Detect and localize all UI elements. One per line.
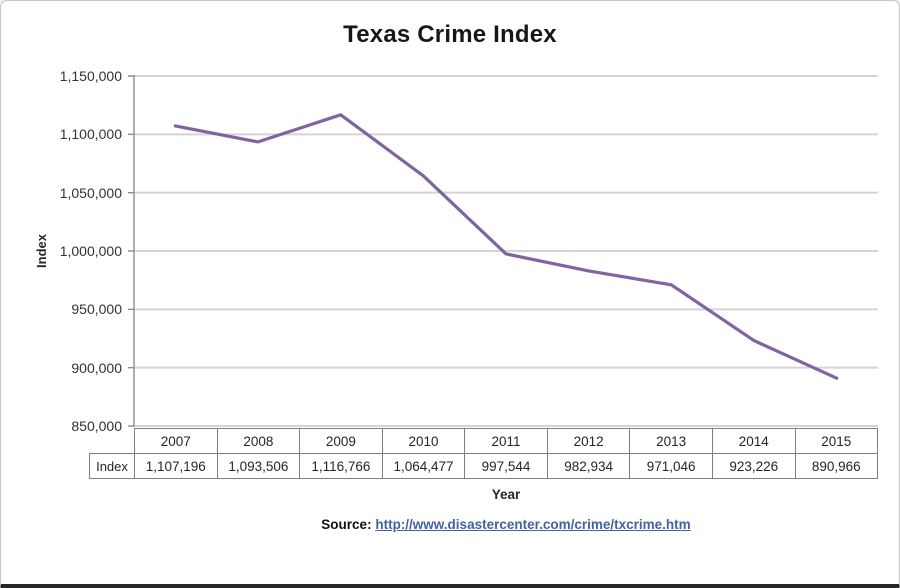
year-header-cell: 2012 [546,429,630,453]
x-axis-title: Year [491,487,521,502]
value-row: Index 1,107,196 1,093,506 1,116,766 1,064,4… [89,453,878,479]
source-label: Source: [321,517,372,532]
chart-title: Texas Crime Index [343,21,557,48]
y-tick-label: 950,000 [71,301,122,318]
gridlines [134,75,878,427]
index-value-cell: 982,934 [546,454,630,478]
year-header-row: 2007 2008 2009 2010 2011 2012 2013 2014 2015 [134,428,878,454]
year-header-cell: 2009 [299,429,382,453]
y-tick-label: 1,000,000 [59,243,122,259]
year-header-cell: 2013 [629,429,712,453]
year-header-cell: 2007 [160,433,191,449]
index-value-cell: 923,226 [711,454,795,478]
index-value-cell: 971,046 [629,454,712,478]
series-label-cell: Index [96,458,128,474]
y-axis-line [128,75,135,427]
year-header-cell: 2011 [464,429,547,453]
year-header-cell: 2010 [381,429,465,453]
index-value-cell: 997,544 [464,454,547,478]
year-header-cell: 2008 [216,429,300,453]
source-line: Source: http://www.disastercenter.com/cr… [134,517,878,532]
source-link[interactable]: http://www.disastercenter.com/crime/txcr… [375,517,691,532]
year-header-cell: 2015 [794,429,878,453]
year-header-cell: 2014 [711,429,795,453]
y-tick-label: 1,050,000 [59,184,122,201]
data-table: 2007 2008 2009 2010 2011 2012 2013 2014 2015 Ind… [89,428,878,479]
plot-area [128,75,878,427]
index-value-cell: 1,116,766 [299,454,382,478]
y-tick-label: 1,100,000 [59,126,122,143]
y-tick-label: 900,000 [71,359,122,376]
index-value-cell: 890,966 [794,454,878,478]
index-value-cell: 1,064,477 [381,454,465,478]
y-tick-label: 1,150,000 [59,68,122,84]
index-line-series [173,113,839,380]
index-value-cell: 1,093,506 [216,454,300,478]
y-axis-tick-labels: 1,150,000 1,100,000 1,050,000 1,000,000 950,… [1,1,122,584]
index-value-cell: 1,107,196 [134,454,217,478]
y-tick-label: 850,000 [71,418,122,434]
